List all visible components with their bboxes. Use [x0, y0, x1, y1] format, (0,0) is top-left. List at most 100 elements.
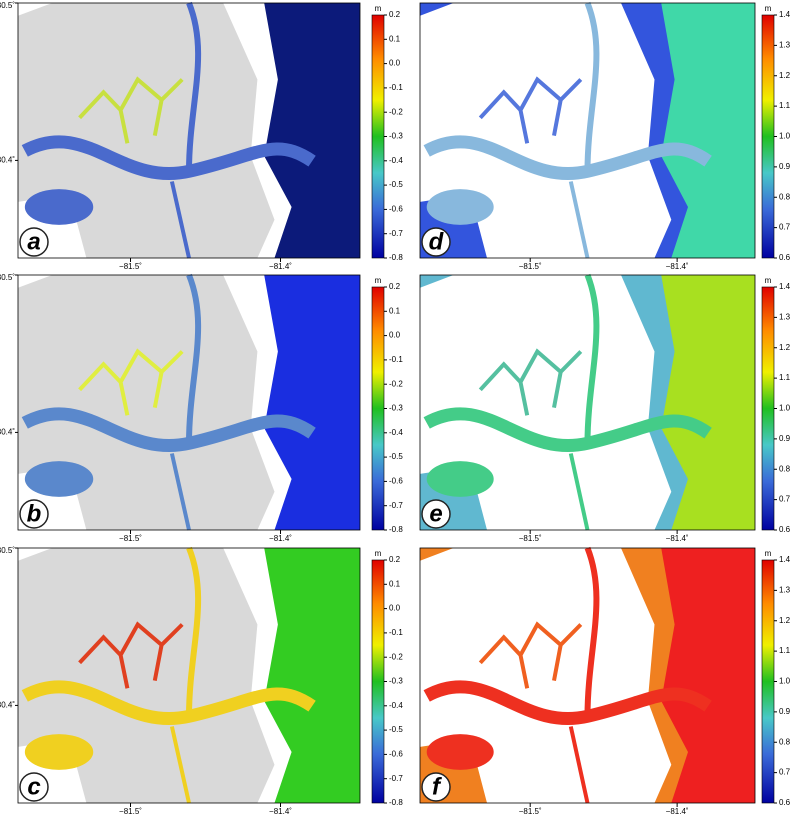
channel — [169, 181, 191, 259]
ocean — [264, 3, 360, 258]
channel — [423, 135, 712, 180]
colorbar-tick-label: 1.2 — [779, 71, 791, 80]
colorbar-tick-label: -0.8 — [389, 525, 403, 534]
channel — [21, 680, 316, 725]
colorbar — [371, 559, 385, 804]
y-tick-label: 30.4˚ — [0, 156, 15, 165]
colorbar-tick-label: 0.6 — [779, 798, 791, 807]
channel — [584, 1, 600, 172]
colorbar-unit: m — [765, 276, 772, 285]
colorbar-tick-label: 1.1 — [779, 101, 791, 110]
colorbar-tick-label: 0.8 — [779, 192, 791, 201]
channel — [423, 407, 712, 452]
ocean — [264, 275, 360, 530]
channel — [426, 189, 494, 225]
channel — [186, 546, 202, 717]
map-panel: −81.5˚ −81.4˚ 30.5˚ 30.4˚ b m 0.2 0.1 0.0 -0.1 -0.… — [0, 273, 403, 543]
panel-badge — [421, 227, 451, 257]
colorbar-tick-label: 0.0 — [389, 604, 401, 613]
panel-letter: e — [429, 500, 442, 527]
ocean — [661, 548, 755, 803]
channel — [24, 734, 94, 770]
colorbar-tick-label: 0.2 — [389, 282, 401, 291]
colorbar-tick-label: 0.7 — [779, 495, 791, 504]
colorbar-tick-label: -0.1 — [389, 355, 403, 364]
colorbar-tick-label: 0.1 — [389, 34, 401, 43]
map-frame — [17, 547, 361, 804]
colorbar-tick-label: 1.4 — [779, 10, 791, 19]
panel-badge — [421, 499, 451, 529]
colorbar-tick-label: -0.4 — [389, 428, 403, 437]
panel-badge — [19, 772, 49, 802]
colorbar-tick-label: 0.7 — [779, 223, 791, 232]
colorbar-tick-label: -0.1 — [389, 628, 403, 637]
map-panel: −81.5˚ −81.4˚ e m 1.4 1.3 1.2 1.1 1.0 0.9 0.8 0.7 0.… — [419, 273, 791, 543]
channel — [24, 461, 94, 497]
colorbar-tick-label: -0.7 — [389, 501, 403, 510]
colorbar-tick-label: 0.8 — [779, 737, 791, 746]
colorbar-unit: m — [375, 276, 382, 285]
x-tick-label: −81.4˚ — [269, 262, 292, 271]
y-tick-label: 30.4˚ — [0, 428, 15, 437]
y-tick-label: 30.4˚ — [0, 701, 15, 710]
tributary — [478, 621, 583, 689]
colorbar — [371, 286, 385, 531]
channel — [426, 734, 494, 770]
x-tick-label: −81.5˚ — [519, 807, 542, 815]
map-panel: −81.5˚ −81.4˚ d m 1.4 1.3 1.2 1.1 1.0 0.9 0.8 0.7 0.… — [419, 1, 791, 271]
colorbar-tick-label: 0.9 — [779, 434, 791, 443]
colorbar-tick-label: -0.5 — [389, 452, 403, 461]
colorbar-tick-label: -0.5 — [389, 180, 403, 189]
map-frame — [419, 547, 756, 804]
colorbar-tick-label: -0.7 — [389, 774, 403, 783]
colorbar-tick-label: -0.6 — [389, 205, 403, 214]
colorbar-tick-label: 0.0 — [389, 331, 401, 340]
colorbar-unit: m — [375, 4, 382, 13]
colorbar-tick-label: -0.3 — [389, 404, 403, 413]
colorbar — [761, 559, 775, 804]
map-panel: −81.5˚ −81.4˚ 30.5˚ 30.4˚ a m 0.2 0.1 0.0 -0.1 -0.… — [0, 1, 403, 271]
colorbar-tick-label: 0.6 — [779, 525, 791, 534]
colorbar-tick-label: -0.4 — [389, 156, 403, 165]
x-tick-label: −81.4˚ — [666, 262, 689, 271]
colorbar-tick-label: 0.1 — [389, 306, 401, 315]
channel — [169, 726, 191, 804]
colorbar-tick-label: -0.7 — [389, 229, 403, 238]
ocean — [264, 548, 360, 803]
tributary — [78, 621, 184, 689]
colorbar-tick-label: -0.4 — [389, 701, 403, 710]
channel — [169, 453, 191, 531]
colorbar-tick-label: -0.1 — [389, 83, 403, 92]
x-tick-label: −81.4˚ — [666, 807, 689, 815]
ocean — [661, 3, 755, 258]
tributary — [478, 76, 583, 144]
y-tick-label: 30.5˚ — [0, 273, 15, 282]
panel-letter: c — [27, 773, 40, 800]
colorbar — [761, 14, 775, 259]
tributary — [78, 76, 184, 144]
map-frame — [17, 2, 361, 259]
x-tick-label: −81.4˚ — [269, 534, 292, 543]
channel — [568, 453, 590, 531]
colorbar-tick-label: 1.4 — [779, 555, 791, 564]
panel-letter: b — [27, 500, 42, 527]
channel — [584, 273, 600, 444]
colorbar-tick-label: 1.0 — [779, 677, 791, 686]
colorbar-tick-label: 0.2 — [389, 555, 401, 564]
x-tick-label: −81.5˚ — [519, 534, 542, 543]
y-tick-label: 30.5˚ — [0, 1, 15, 10]
colorbar-tick-label: 0.0 — [389, 59, 401, 68]
colorbar-unit: m — [375, 549, 382, 558]
map-frame — [419, 2, 756, 259]
channel — [426, 461, 494, 497]
colorbar-tick-label: -0.3 — [389, 677, 403, 686]
channel — [186, 273, 202, 444]
colorbar-tick-label: -0.6 — [389, 750, 403, 759]
colorbar-unit: m — [765, 4, 772, 13]
channel — [24, 189, 94, 225]
colorbar-tick-label: 0.6 — [779, 253, 791, 262]
x-tick-label: −81.5˚ — [519, 262, 542, 271]
colorbar-tick-label: 0.1 — [389, 579, 401, 588]
map-panel: −81.5˚ −81.4˚ f m 1.4 1.3 1.2 1.1 1.0 0.9 0.8 0.7 0.… — [419, 546, 791, 815]
